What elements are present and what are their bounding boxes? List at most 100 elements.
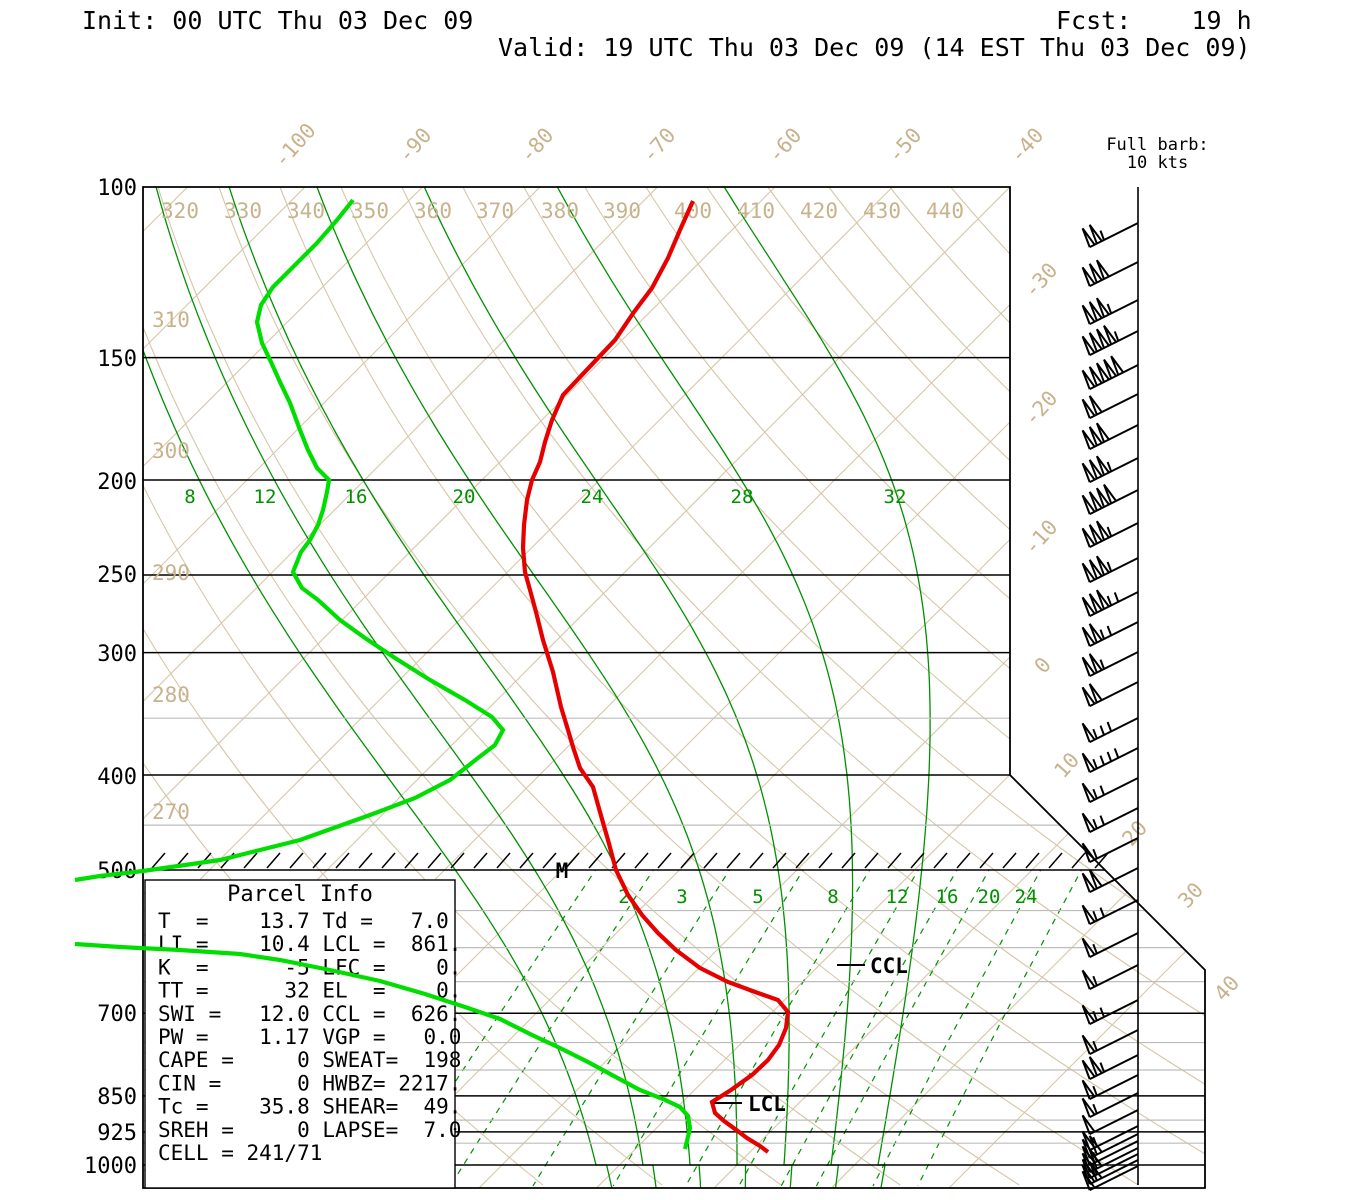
wind-barb: [1081, 520, 1139, 549]
wind-barb: [1081, 681, 1139, 708]
mixing-ratio-label: 2: [618, 886, 629, 908]
temp-label: -30: [1019, 258, 1062, 302]
wind-barb: [1081, 589, 1139, 618]
temp-label: -80: [515, 123, 558, 167]
wind-barb: [1081, 747, 1139, 774]
wind-barb: [1081, 1109, 1139, 1136]
mixing-ratio-lines: [387, 870, 1085, 1187]
theta-label: 410: [737, 199, 775, 223]
parcel-info-row: PW = 1.17 VGP = 0.0: [158, 1025, 461, 1049]
theta-label: 380: [541, 199, 579, 223]
wind-barb: [1081, 484, 1139, 516]
lcl-marker: LCL: [748, 1092, 786, 1116]
mixing-ratio-label: 3: [676, 886, 687, 908]
plot-frame: [142, 186, 1206, 1189]
temp-label: 40: [1209, 971, 1244, 1006]
wind-barb: [1081, 325, 1139, 357]
pressure-label: 925: [97, 1121, 137, 1146]
temperature-profile: [520, 200, 791, 1154]
init-time-label: Init: 00 UTC Thu 03 Dec 09: [82, 6, 474, 35]
moist-adiabat-label: 32: [884, 486, 907, 508]
temp-labels-top: -100 -90 -80 -70 -60 -50 -40: [269, 118, 1048, 172]
theta-label: 370: [476, 199, 514, 223]
wind-barb: [1081, 717, 1139, 744]
pressure-label: 1000: [84, 1154, 137, 1179]
valid-time-label: Valid: 19 UTC Thu 03 Dec 09 (14 EST Thu …: [498, 33, 1251, 62]
temp-label: 0: [1030, 653, 1056, 678]
temp-label: -90: [393, 123, 436, 167]
wind-barb: [1081, 259, 1139, 288]
wind-barb: [1081, 555, 1139, 584]
theta-label: 350: [351, 199, 389, 223]
wind-barb: [1081, 455, 1139, 484]
mixing-ratio-label: 16: [936, 886, 959, 908]
mixing-ratio-label: 24: [1015, 886, 1038, 908]
moist-adiabat-label: 8: [184, 486, 195, 508]
parcel-info-row: CIN = 0 HWBZ= 2217.: [158, 1071, 461, 1095]
pressure-label: 700: [97, 1002, 137, 1027]
theta-label: 320: [161, 199, 199, 223]
moist-adiabat-labels: 8 12 16 20 24 28 32: [184, 486, 906, 508]
theta-label: 310: [152, 308, 190, 332]
mixing-ratio-label: 5: [752, 886, 763, 908]
wind-barb: [1081, 867, 1139, 894]
mixing-ratio-label: 20: [978, 886, 1001, 908]
wind-barb: [1081, 422, 1139, 451]
wind-barb-legend: Full barb: 10 kts: [1106, 135, 1209, 173]
dewpoint-profile: [74, 941, 693, 1150]
mixing-ratio-label: 8: [827, 886, 838, 908]
mixing-ratio-labels: 2 3 5 8 12 16 20 24: [618, 886, 1037, 908]
level-markers: M LCL CCL: [556, 859, 908, 1116]
wind-barb: [1081, 899, 1139, 926]
pressure-label: 100: [97, 176, 137, 201]
wind-barb: [1081, 777, 1139, 804]
theta-label: 300: [152, 439, 190, 463]
pressure-label: 300: [97, 642, 137, 667]
temp-label: -70: [637, 123, 680, 167]
theta-label: 360: [414, 199, 452, 223]
moist-adiabat-label: 12: [254, 486, 277, 508]
wind-barb: [1081, 297, 1139, 326]
wind-barb: [1081, 1054, 1139, 1081]
moist-adiabat-label: 16: [345, 486, 368, 508]
mid-level-marker: M: [556, 859, 569, 883]
forecast-hour-label: Fcst: 19 h: [1056, 6, 1252, 35]
parcel-info-row: Tc = 35.8 SHEAR= 49.: [158, 1095, 461, 1119]
wind-barb-column: [1081, 187, 1139, 1192]
wind-barb: [1081, 222, 1139, 249]
wind-barb: [1081, 837, 1139, 864]
theta-label: 270: [152, 800, 190, 824]
temp-label: 10: [1049, 748, 1084, 783]
wind-barb: [1081, 621, 1139, 648]
theta-label: 440: [926, 199, 964, 223]
temp-label: -10: [1019, 515, 1062, 559]
moist-adiabat-label: 20: [453, 486, 476, 508]
temp-label: -20: [1019, 386, 1062, 430]
pressure-label: 850: [97, 1085, 137, 1110]
theta-label: 340: [287, 199, 325, 223]
parcel-info-row: T = 13.7 Td = 7.0: [158, 909, 449, 933]
temp-label: -60: [763, 123, 806, 167]
parcel-info-row: SREH = 0 LAPSE= 7.0: [158, 1118, 461, 1142]
parcel-info-row: SWI = 12.0 CCL = 626.: [158, 1002, 461, 1026]
sounding-profiles: [74, 198, 791, 1154]
wind-barb: [1081, 1092, 1139, 1119]
wind-barb: [1081, 1165, 1139, 1192]
wind-barb: [1081, 932, 1139, 959]
wind-barb: [1081, 1029, 1139, 1056]
theta-label: 430: [863, 199, 901, 223]
parcel-info-title: Parcel Info: [227, 882, 373, 907]
hatched-500mb-line: [143, 852, 1109, 871]
pressure-label: 150: [97, 347, 137, 372]
temp-label: -40: [1005, 123, 1048, 167]
moist-adiabat-label: 24: [581, 486, 604, 508]
ccl-marker: CCL: [870, 954, 908, 978]
theta-label: 420: [800, 199, 838, 223]
wind-barb: [1081, 807, 1139, 834]
pressure-label: 200: [97, 470, 137, 495]
wind-barb: [1081, 964, 1139, 991]
